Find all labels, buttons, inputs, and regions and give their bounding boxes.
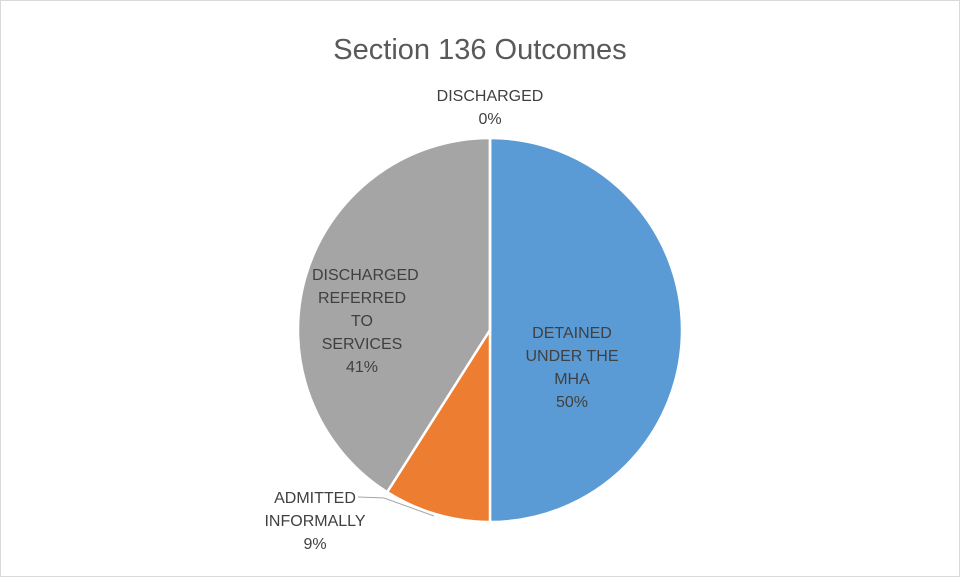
- pie-slice: [296, 136, 492, 494]
- pie-slice: [385, 328, 492, 524]
- data-label: DISCHARGED 0%: [410, 85, 570, 131]
- data-label-value: 50%: [555, 394, 589, 411]
- data-label-category: DISCHARGED REFERRED TO SERVICES: [312, 267, 419, 353]
- leader-line: [357, 496, 435, 517]
- data-label: DISCHARGED REFERRED TO SERVICES 41%: [312, 264, 419, 379]
- data-label-value: 41%: [345, 359, 379, 376]
- data-label-value: 0%: [478, 111, 502, 128]
- data-label-value: 9%: [303, 536, 327, 553]
- data-label: ADMITTED INFORMALLY 9%: [255, 487, 375, 556]
- data-label-category: DETAINED UNDER THE MHA: [525, 325, 619, 388]
- data-label-category: DISCHARGED: [436, 88, 544, 105]
- chart-title: Section 136 Outcomes: [333, 34, 627, 66]
- data-label-category: ADMITTED INFORMALLY: [264, 490, 366, 530]
- pie-slice: [488, 136, 684, 524]
- data-label: DETAINED UNDER THE MHA 50%: [508, 322, 636, 414]
